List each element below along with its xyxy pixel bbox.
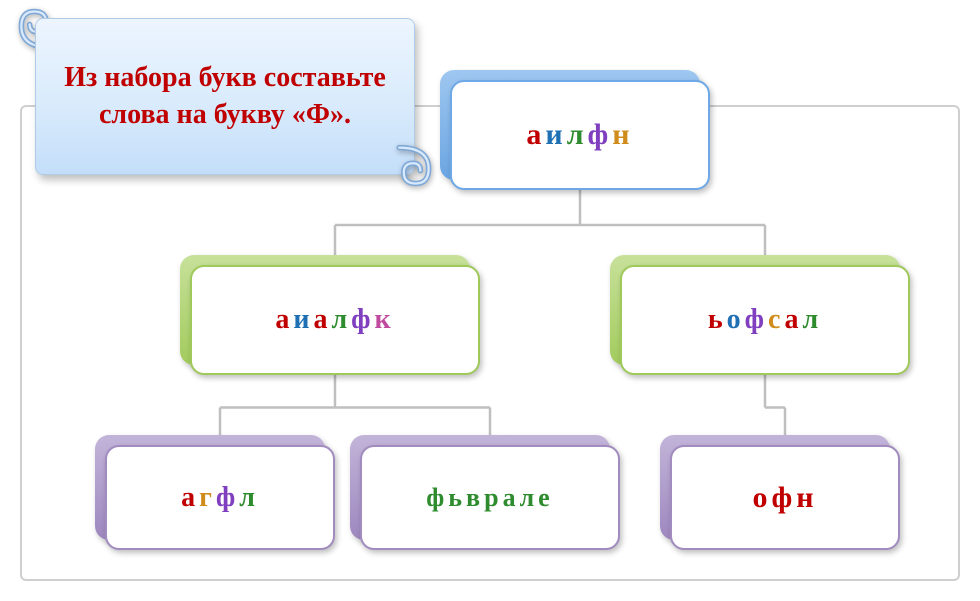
card-root-body: а и л ф н (450, 80, 710, 190)
letter: а (784, 304, 802, 336)
letter: и (293, 304, 313, 336)
scroll-curl-bottom-right (390, 143, 436, 189)
card-lr-body: ф ь в р а л е (360, 445, 620, 550)
letter: ф (216, 482, 239, 514)
letter: л (567, 118, 588, 152)
letter: л (802, 304, 822, 336)
letter: л (331, 304, 351, 336)
letter: л (239, 482, 259, 514)
title-text: Из набора букв составьте слова на букву … (54, 60, 396, 133)
letter: ь (448, 483, 466, 513)
letter: г (199, 482, 216, 514)
letter: е (538, 483, 554, 513)
card-right: ь о ф с а л (620, 265, 910, 375)
letter: ф (588, 118, 613, 152)
letter: и (545, 118, 566, 152)
letter: ь (708, 304, 727, 336)
letter: н (612, 118, 633, 152)
card-left-body: а и а л ф к (190, 265, 480, 375)
letter: с (768, 304, 784, 336)
card-root: а и л ф н (450, 80, 710, 190)
letter: н (796, 481, 817, 515)
letter: ф (745, 304, 768, 336)
card-left: а и а л ф к (190, 265, 480, 375)
card-right-body: ь о ф с а л (620, 265, 910, 375)
letter: р (484, 483, 502, 513)
letter: а (526, 118, 545, 152)
letter: а (313, 304, 331, 336)
title-scroll-body: Из набора букв составьте слова на букву … (35, 18, 415, 175)
letter: ф (771, 481, 796, 515)
card-lr: ф ь в р а л е (360, 445, 620, 550)
card-rr: о ф н (670, 445, 900, 550)
card-rr-body: о ф н (670, 445, 900, 550)
title-scroll: Из набора букв составьте слова на букву … (10, 10, 440, 185)
card-ll-body: а г ф л (105, 445, 335, 550)
letter: в (466, 483, 484, 513)
letter: ф (426, 483, 448, 513)
letter: а (503, 483, 520, 513)
letter: а (181, 482, 199, 514)
letter: к (375, 304, 395, 336)
letter: а (275, 304, 293, 336)
letter: о (727, 304, 745, 336)
letter: ф (351, 304, 374, 336)
letter: л (520, 483, 539, 513)
card-ll: а г ф л (105, 445, 335, 550)
letter: о (752, 481, 771, 515)
